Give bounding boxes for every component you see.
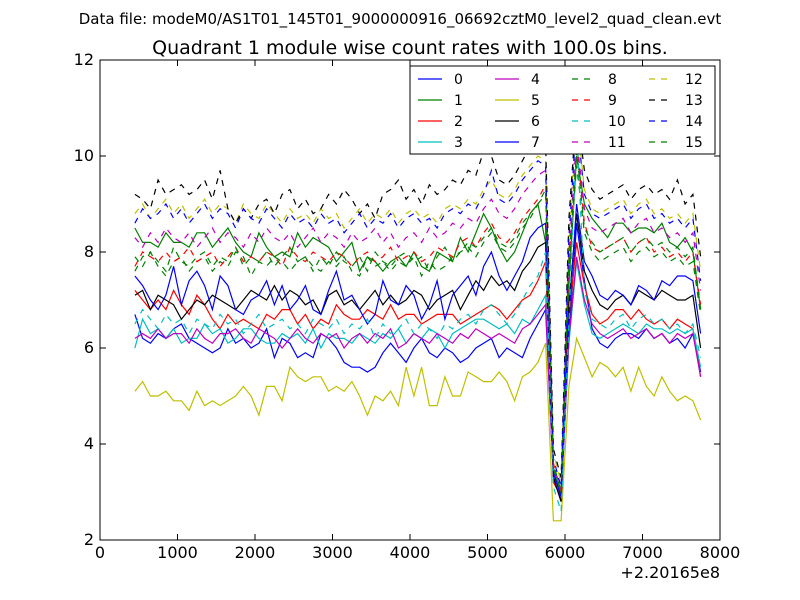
legend-label-7: 7 [531, 135, 540, 151]
x-tick-label: 8000 [700, 543, 741, 562]
series-line-14 [134, 117, 702, 488]
legend-label-9: 9 [608, 93, 617, 109]
x-tick-label: 6000 [545, 543, 586, 562]
legend-label-2: 2 [454, 114, 463, 130]
series-line-4 [134, 256, 702, 502]
legend-label-6: 6 [531, 114, 540, 130]
y-tick-label: 12 [74, 50, 94, 69]
legend-label-11: 11 [608, 135, 626, 151]
legend-label-4: 4 [531, 72, 540, 88]
series-line-1 [134, 155, 702, 497]
x-tick-label: 7000 [622, 543, 663, 562]
series-line-12 [134, 112, 702, 483]
legend-label-10: 10 [608, 114, 626, 130]
series-line-5 [134, 336, 702, 522]
x-tick-label: 1000 [157, 543, 198, 562]
legend-label-8: 8 [608, 72, 617, 88]
legend-label-3: 3 [454, 135, 463, 151]
x-tick-label: 2000 [235, 543, 276, 562]
y-tick-label: 8 [84, 242, 94, 261]
y-tick-label: 10 [74, 146, 94, 165]
legend-label-14: 14 [685, 114, 703, 130]
legend-label-1: 1 [454, 93, 463, 109]
series-line-10 [134, 127, 702, 512]
y-tick-label: 4 [84, 434, 94, 453]
series-line-8 [134, 165, 702, 493]
legend-label-0: 0 [454, 72, 463, 88]
series-line-9 [134, 141, 702, 493]
y-tick-label: 2 [84, 530, 94, 549]
x-tick-label: 5000 [467, 543, 508, 562]
legend-label-13: 13 [685, 93, 703, 109]
series-line-6 [134, 213, 702, 502]
x-tick-label: 4000 [390, 543, 431, 562]
chart-title: Quadrant 1 module wise count rates with … [152, 37, 668, 59]
plot-lines [134, 107, 702, 522]
legend-label-15: 15 [685, 135, 703, 151]
legend-frame [409, 65, 716, 155]
x-offset-label: +2.20165e8 [620, 563, 720, 582]
x-axis: 0 1000 2000 3000 4000 5000 6000 7000 8000 [95, 60, 740, 562]
series-line-2 [134, 242, 702, 500]
legend-label-12: 12 [685, 72, 703, 88]
x-tick-label: 3000 [312, 543, 353, 562]
data-file-suptitle: Data file: modeM0/AS1T01_145T01_90000009… [79, 10, 722, 29]
series-line-3 [134, 261, 702, 497]
series-line-11 [134, 136, 702, 488]
series-line-0 [134, 223, 702, 495]
series-line-7 [134, 203, 702, 497]
y-tick-label: 6 [84, 338, 94, 357]
x-tick-label: 0 [95, 543, 105, 562]
series-line-15 [134, 151, 702, 493]
legend-label-5: 5 [531, 93, 540, 109]
